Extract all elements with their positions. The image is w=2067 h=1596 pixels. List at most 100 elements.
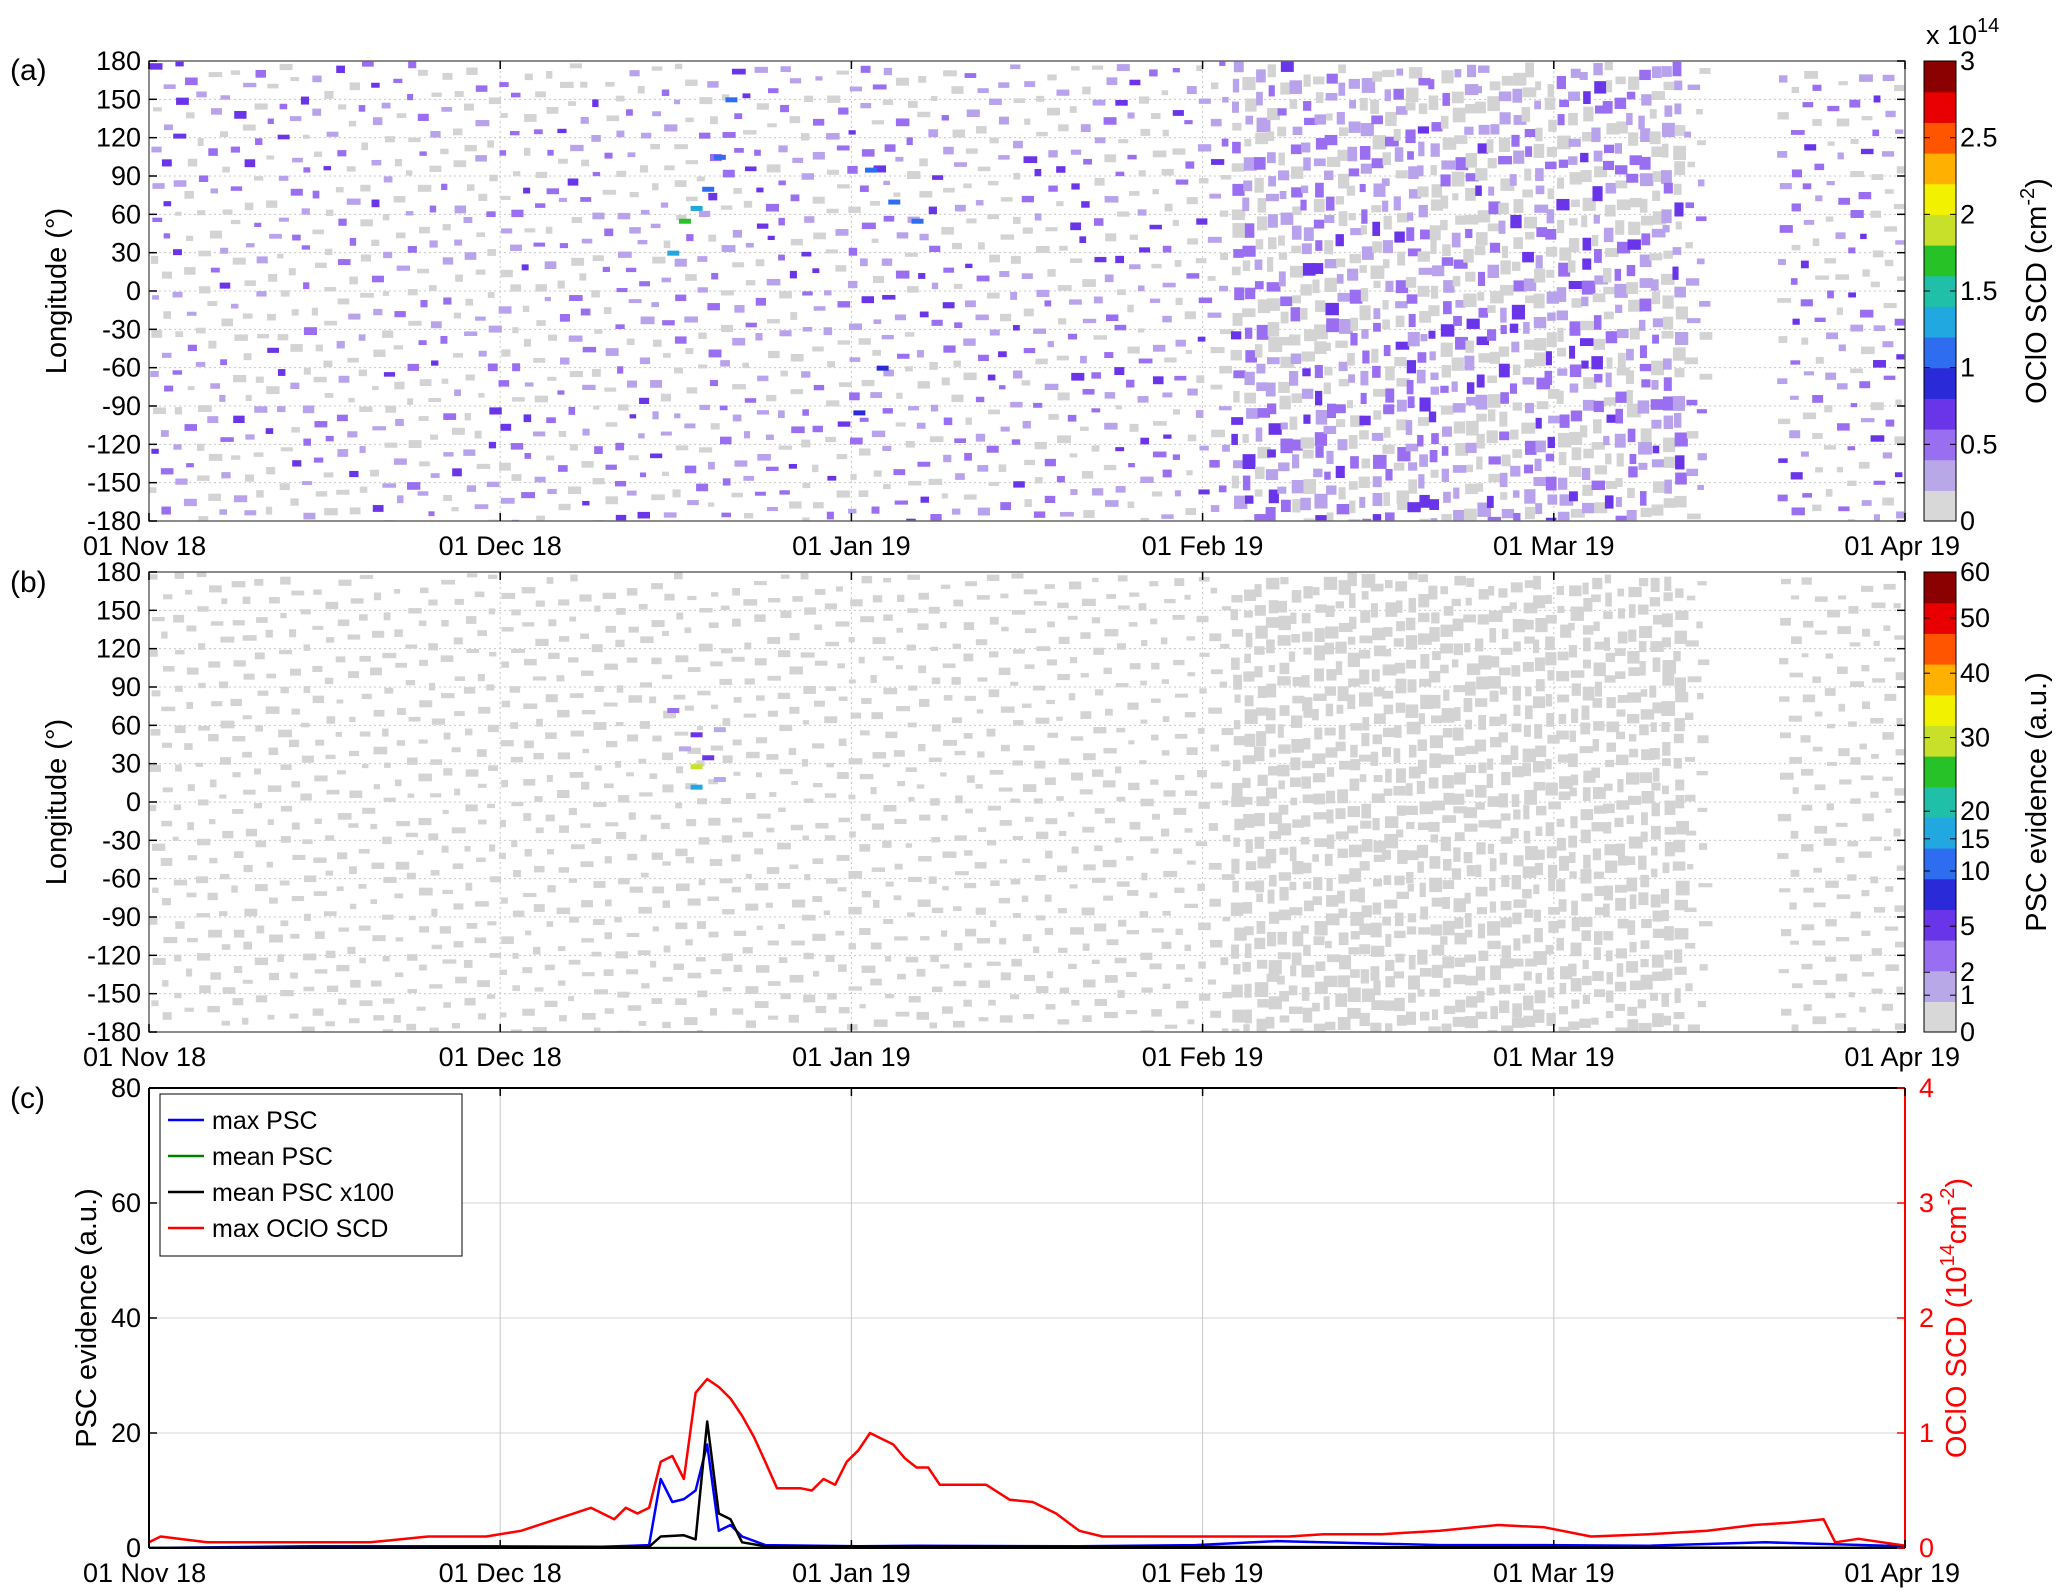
heatmap-cell <box>1838 344 1846 352</box>
heatmap-cell <box>1383 345 1391 357</box>
panel-a-colorbar-swatch <box>1924 298 1956 307</box>
heatmap-cell <box>408 915 416 921</box>
panel-b-xtick-label: 01 Feb 19 <box>1142 1042 1264 1072</box>
heatmap-cell <box>849 831 856 838</box>
heatmap-cell <box>1291 225 1302 240</box>
heatmap-cell <box>1359 923 1372 935</box>
heatmap-cell <box>381 102 391 109</box>
heatmap-cell <box>1603 397 1617 406</box>
heatmap-cell <box>1195 258 1207 264</box>
heatmap-cell <box>859 1004 866 1009</box>
panel-a-colorbar-swatch <box>1924 314 1956 323</box>
panel-b-colorbar-swatch <box>1924 717 1956 726</box>
heatmap-cell <box>1036 246 1050 253</box>
heatmap-cell <box>152 887 159 894</box>
heatmap-cell <box>1871 174 1884 180</box>
heatmap-cell <box>640 636 654 644</box>
heatmap-cell <box>698 364 708 369</box>
heatmap-cell <box>1523 278 1537 291</box>
heatmap-cell <box>1385 280 1394 293</box>
heatmap-cell <box>1022 934 1032 942</box>
heatmap-cell <box>1315 182 1324 198</box>
heatmap-cell <box>1290 353 1302 365</box>
heatmap-cell <box>1523 805 1530 820</box>
heatmap-cell <box>196 91 207 98</box>
heatmap-cell <box>1335 601 1344 609</box>
heatmap-cell <box>150 649 158 657</box>
heatmap-cell <box>1359 496 1366 508</box>
heatmap-cell <box>1777 853 1789 859</box>
heatmap-cell <box>267 347 280 353</box>
heatmap-cell <box>861 149 875 157</box>
heatmap-cell <box>1198 178 1209 184</box>
heatmap-cell <box>651 657 662 665</box>
heatmap-cell <box>1428 305 1440 317</box>
heatmap-cell <box>628 812 636 820</box>
heatmap-cell <box>685 939 693 946</box>
heatmap-cell <box>1013 720 1024 726</box>
heatmap-cell <box>594 329 603 334</box>
heatmap-cell <box>532 1026 547 1032</box>
heatmap-cell <box>1222 834 1231 842</box>
heatmap-cell <box>1359 430 1369 440</box>
heatmap-cell <box>652 339 662 347</box>
heatmap-cell <box>1032 685 1046 691</box>
heatmap-cell <box>639 165 649 173</box>
heatmap-cell <box>1777 418 1791 425</box>
heatmap-cell <box>663 240 671 249</box>
heatmap-cell <box>1547 84 1554 98</box>
heatmap-cell <box>463 449 476 456</box>
heatmap-cell <box>943 187 955 193</box>
heatmap-cell <box>242 635 257 641</box>
heatmap-cell <box>325 209 334 216</box>
heatmap-cell <box>207 416 219 424</box>
panel-a-colorbar-swatch <box>1924 99 1956 108</box>
heatmap-cell <box>219 794 227 799</box>
heatmap-cell <box>1338 361 1348 372</box>
heatmap-cell <box>1394 356 1407 367</box>
heatmap-cell <box>1513 899 1527 908</box>
heatmap-cell <box>1359 861 1370 871</box>
heatmap-cell <box>1500 917 1512 928</box>
heatmap-cell <box>1789 756 1802 764</box>
heatmap-cell <box>1652 481 1667 493</box>
heatmap-cell <box>1325 605 1335 618</box>
heatmap-cell <box>1664 479 1672 494</box>
heatmap-cell <box>419 151 427 156</box>
heatmap-cell <box>1348 519 1361 521</box>
heatmap-cell <box>1791 86 1800 94</box>
heatmap-cell <box>629 70 640 77</box>
heatmap-cell <box>1431 800 1445 811</box>
heatmap-cell <box>837 184 850 189</box>
heatmap-cell <box>1254 489 1263 497</box>
heatmap-cell <box>1324 170 1334 181</box>
heatmap-cell <box>521 264 529 271</box>
heatmap-cell <box>731 886 742 893</box>
heatmap-cell <box>211 701 223 707</box>
heatmap-cell <box>1835 857 1845 863</box>
panel-a-colorbar-swatch <box>1924 390 1956 399</box>
heatmap-cell <box>1416 844 1429 858</box>
heatmap-cell <box>685 117 694 123</box>
heatmap-cell <box>1373 308 1381 320</box>
heatmap-cell <box>221 944 231 950</box>
heatmap-cell <box>1221 760 1230 767</box>
heatmap-cell <box>1106 594 1116 599</box>
heatmap-cell <box>1244 653 1251 664</box>
heatmap-cell <box>895 422 906 427</box>
heatmap-cell <box>567 657 579 663</box>
heatmap-cell <box>1106 939 1119 946</box>
heatmap-cell <box>289 629 297 638</box>
heatmap-cell <box>1315 240 1323 251</box>
heatmap-cell <box>711 272 719 280</box>
heatmap-cell <box>1641 919 1652 929</box>
heatmap-cell <box>1696 621 1703 629</box>
panel-a-colorbar-swatch <box>1924 214 1956 223</box>
heatmap-cell <box>1463 293 1477 307</box>
heatmap-cell <box>652 256 666 264</box>
heatmap-cell <box>685 857 695 864</box>
heatmap-cell <box>1534 268 1546 283</box>
heatmap-cell <box>708 192 718 201</box>
heatmap-cell <box>579 273 587 281</box>
heatmap-cell <box>1638 578 1649 587</box>
